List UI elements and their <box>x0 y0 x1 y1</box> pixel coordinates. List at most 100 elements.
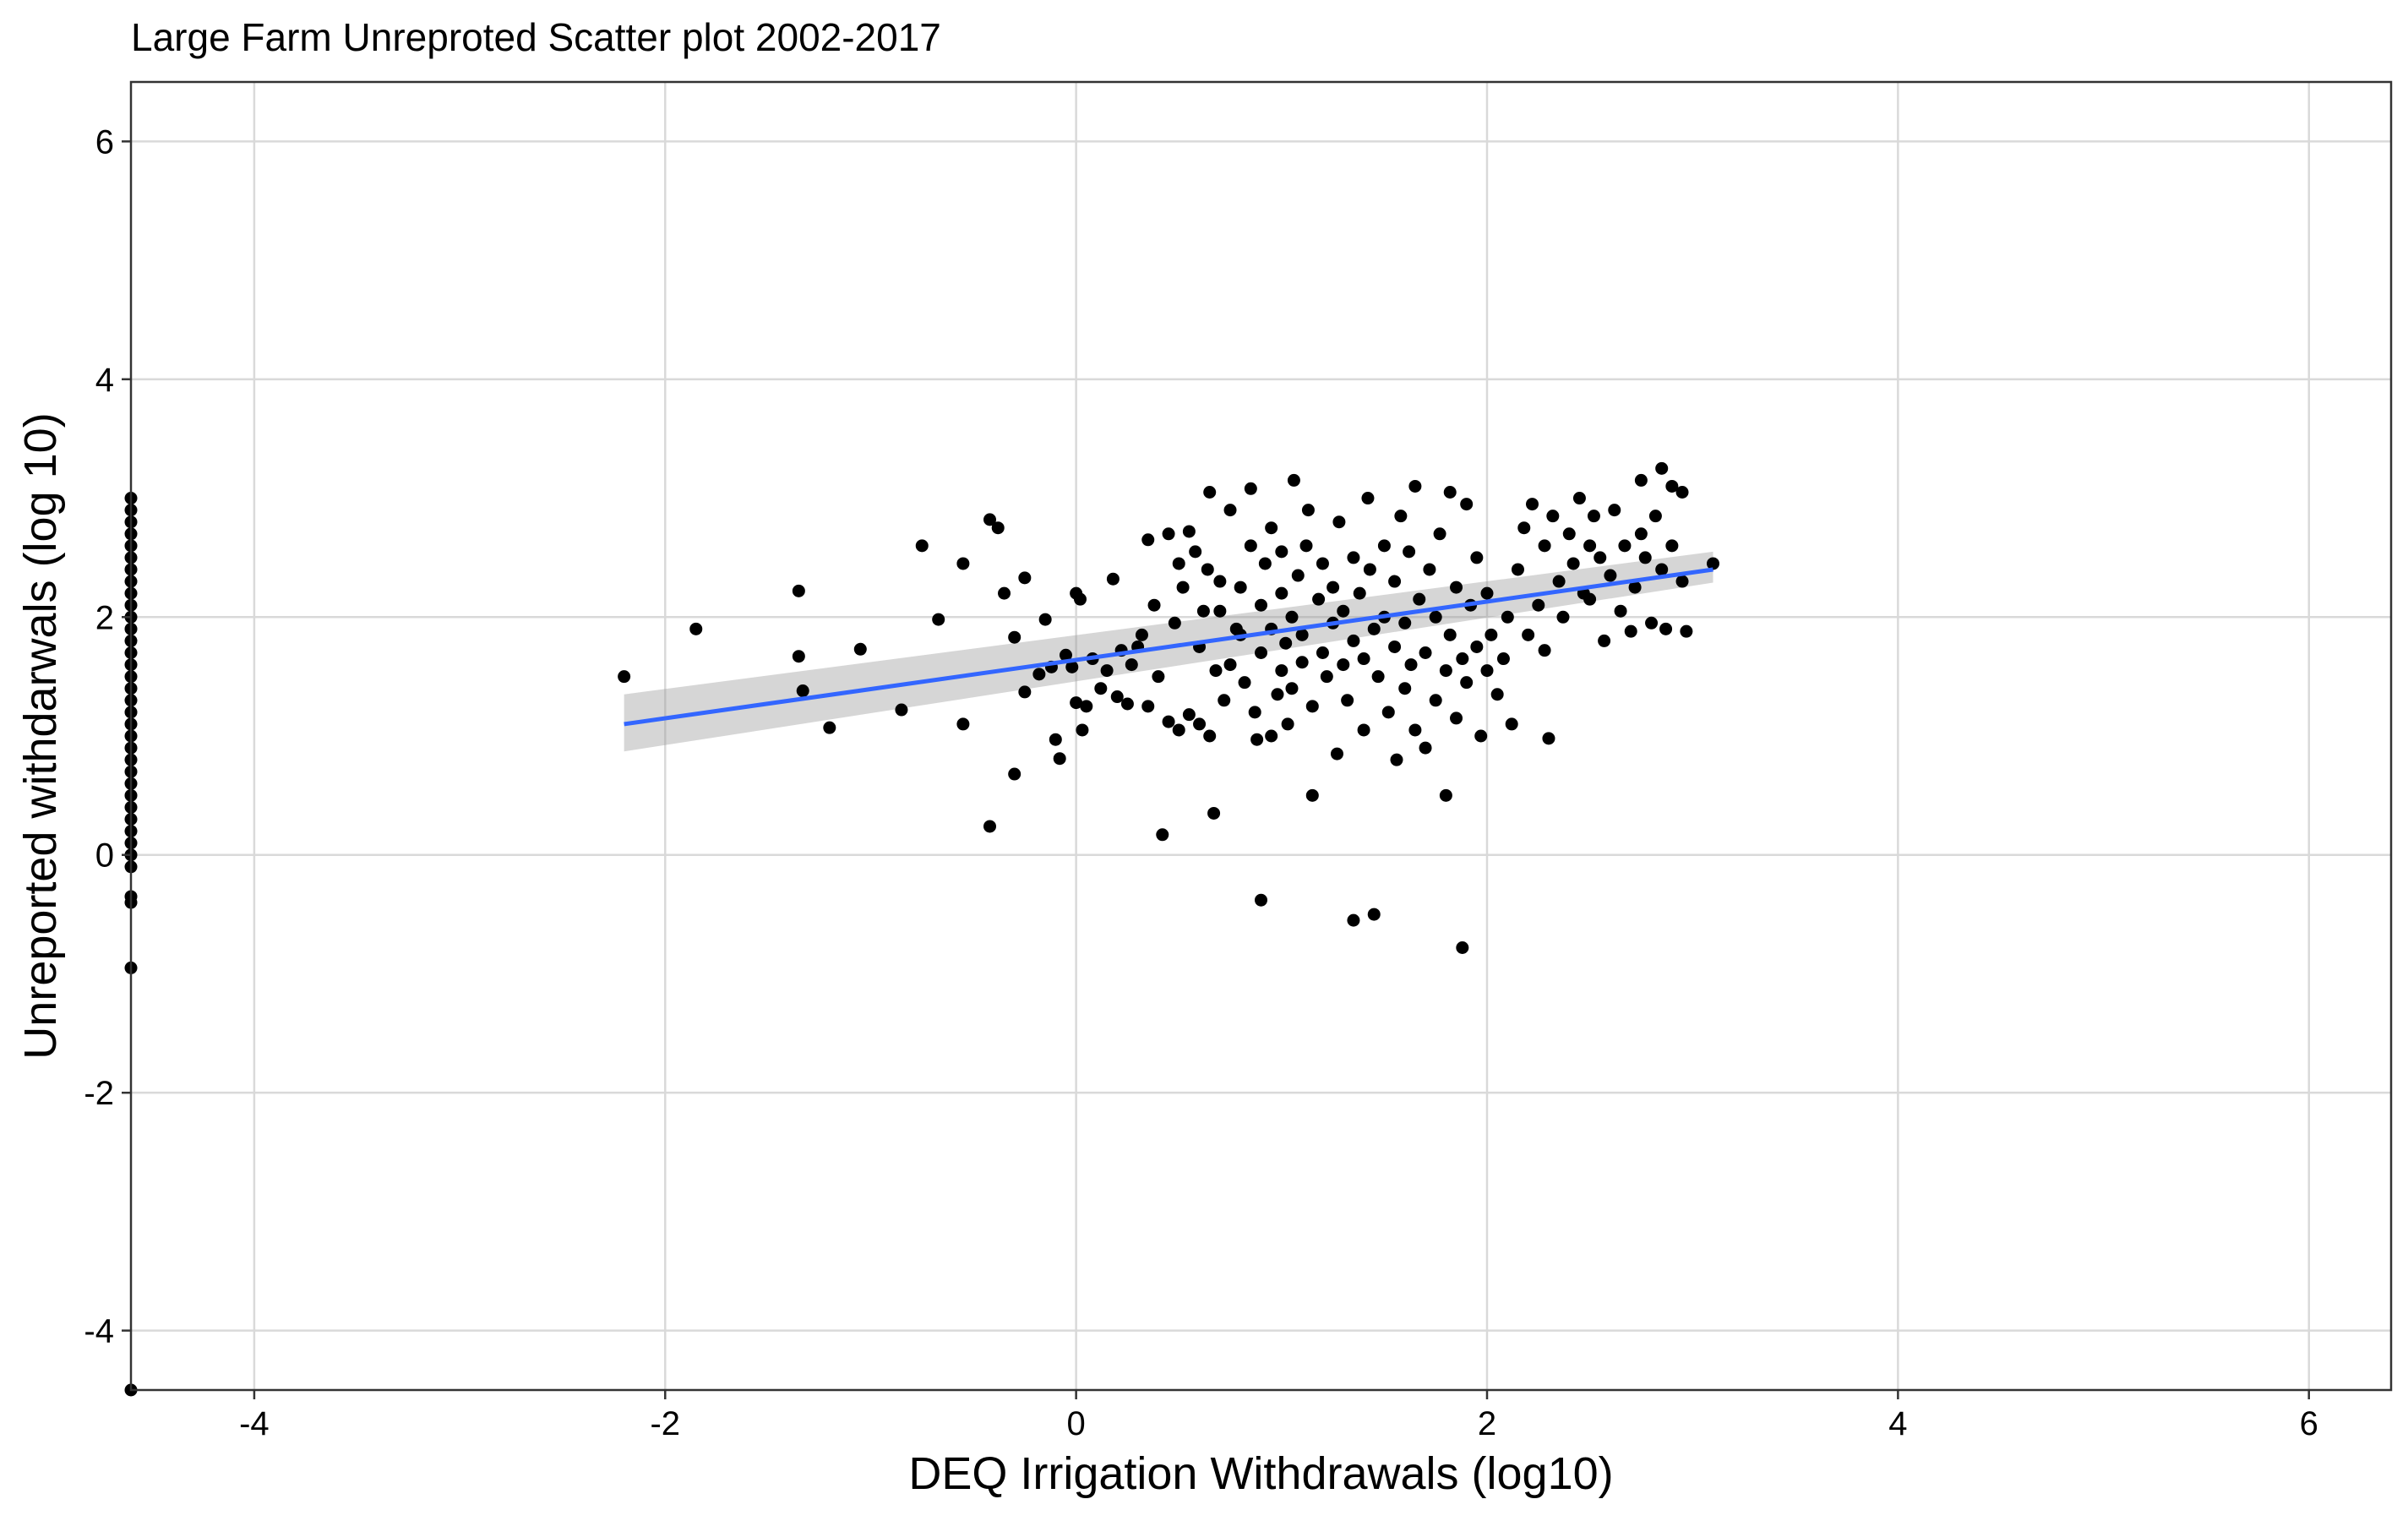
data-point <box>1258 557 1272 570</box>
data-point <box>1125 658 1138 672</box>
data-point <box>1404 658 1418 672</box>
data-point <box>1496 652 1510 666</box>
data-point <box>991 521 1005 535</box>
data-point <box>1156 828 1169 842</box>
data-point <box>1618 539 1632 553</box>
data-point <box>1201 563 1214 576</box>
data-point <box>1110 690 1124 704</box>
x-tick-label: 0 <box>1067 1405 1086 1442</box>
data-point <box>1634 527 1648 541</box>
data-point <box>1316 646 1329 659</box>
data-point <box>1070 696 1083 710</box>
data-point <box>1665 539 1679 553</box>
data-point <box>1443 486 1457 499</box>
data-point <box>1218 694 1231 707</box>
data-point <box>1394 510 1408 523</box>
data-point <box>1522 628 1535 641</box>
data-point <box>1248 706 1261 719</box>
data-point <box>1008 630 1021 644</box>
grid-lines <box>131 82 2391 1390</box>
data-point <box>1038 613 1052 626</box>
data-point <box>1106 572 1120 586</box>
data-point <box>1398 616 1412 630</box>
data-point <box>1587 510 1600 523</box>
data-point <box>1295 656 1309 669</box>
data-point <box>1439 664 1452 678</box>
data-point <box>1604 569 1617 582</box>
data-point <box>1271 688 1284 701</box>
x-tick-label: 4 <box>1888 1405 1907 1442</box>
data-point <box>1330 747 1343 760</box>
data-point <box>1162 527 1175 541</box>
data-point <box>1624 624 1637 638</box>
data-point <box>1594 551 1607 564</box>
data-point <box>956 717 970 731</box>
data-point <box>1295 628 1309 641</box>
data-point <box>1182 525 1196 538</box>
y-tick-label: 4 <box>95 362 114 399</box>
data-point <box>1566 557 1580 570</box>
data-point <box>1168 616 1181 630</box>
data-point <box>1076 723 1089 737</box>
data-point <box>1341 694 1354 707</box>
y-tick-label: 2 <box>95 599 114 636</box>
data-point <box>1480 586 1494 600</box>
plot-panel-border <box>129 80 2393 1392</box>
data-point <box>956 557 970 570</box>
data-point <box>1244 482 1257 495</box>
data-point <box>1680 624 1693 638</box>
data-point <box>1390 753 1403 766</box>
data-point <box>1172 557 1185 570</box>
data-point <box>1413 592 1426 606</box>
data-point <box>1301 504 1315 517</box>
data-point <box>1403 545 1416 559</box>
x-tick-label: -2 <box>650 1405 680 1442</box>
data-point <box>689 622 703 635</box>
data-point <box>1634 473 1648 487</box>
data-point <box>1203 729 1217 743</box>
x-axis-ticks: -4 -2 0 2 4 6 <box>239 1390 2318 1442</box>
chart-title: Large Farm Unreproted Scatter plot 2002-… <box>131 15 941 59</box>
data-point <box>1490 688 1504 701</box>
data-point <box>1135 628 1148 641</box>
data-point <box>1316 557 1329 570</box>
data-point <box>1327 581 1340 594</box>
data-point <box>823 721 836 734</box>
data-point <box>1526 498 1539 511</box>
data-point <box>1608 504 1621 517</box>
data-point <box>1312 592 1326 606</box>
data-point <box>1223 504 1237 517</box>
data-point <box>932 613 945 626</box>
data-point <box>983 820 996 833</box>
data-point <box>1053 752 1066 766</box>
y-tick-label: 0 <box>95 837 114 875</box>
data-point <box>1648 510 1662 523</box>
data-point <box>1552 575 1566 588</box>
data-point <box>1367 908 1381 921</box>
data-point <box>1357 652 1370 666</box>
data-point <box>1638 551 1652 564</box>
data-point <box>1275 545 1288 559</box>
data-point <box>1485 628 1498 641</box>
data-point <box>1460 676 1474 690</box>
data-point <box>1189 545 1202 559</box>
data-point <box>1501 610 1514 624</box>
data-point <box>1172 723 1185 737</box>
data-point <box>1255 646 1267 659</box>
data-point <box>1655 563 1669 576</box>
data-point <box>1196 604 1210 618</box>
data-point <box>1244 539 1257 553</box>
data-point <box>1299 539 1313 553</box>
data-point <box>792 584 805 597</box>
data-point <box>1147 598 1161 612</box>
data-point <box>1337 658 1350 672</box>
data-point <box>1538 539 1551 553</box>
data-point <box>1353 586 1366 600</box>
data-point <box>1456 652 1469 666</box>
data-point <box>618 670 631 684</box>
data-point <box>1279 636 1293 650</box>
data-point <box>1049 733 1062 746</box>
data-point <box>1429 610 1442 624</box>
data-point <box>1645 616 1659 630</box>
data-point <box>792 650 805 663</box>
